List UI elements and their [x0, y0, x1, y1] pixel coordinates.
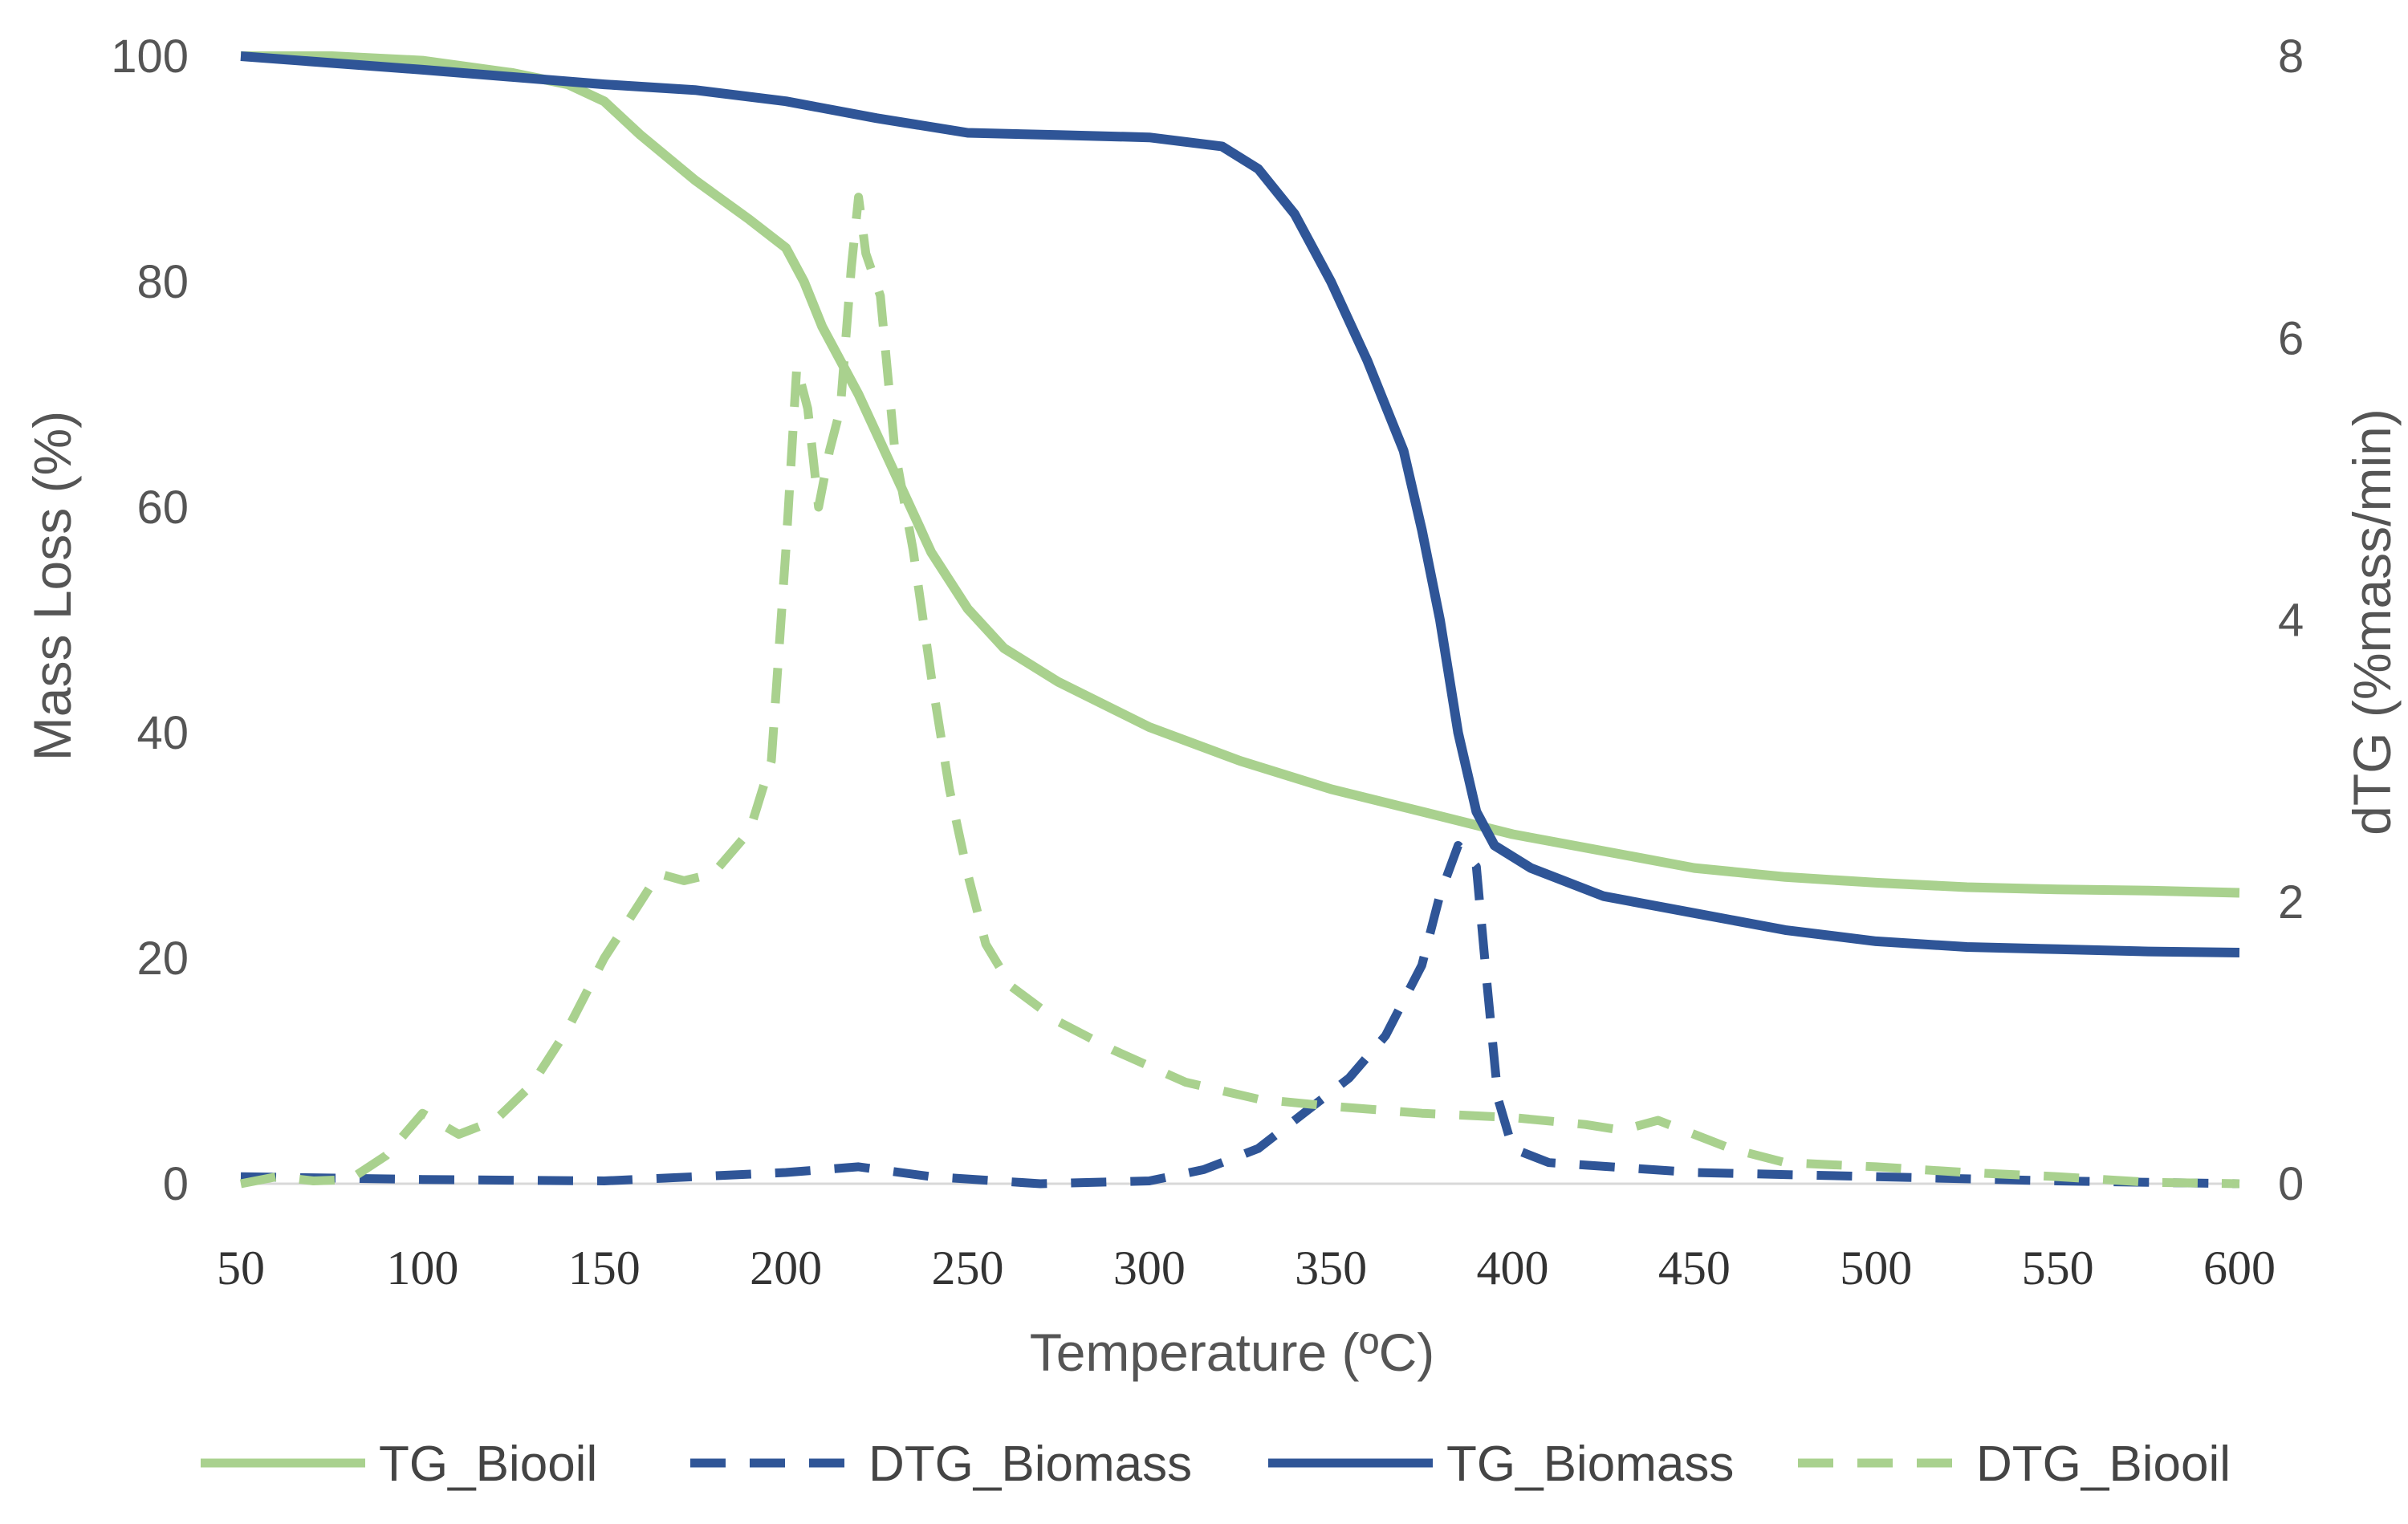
- legend-label: DTG_Biooil: [1976, 1437, 2231, 1492]
- series-line-dtg-biomass: [240, 841, 2240, 1189]
- x-tick-label: 300: [1113, 1242, 1186, 1294]
- x-tick-label: 100: [386, 1242, 458, 1294]
- x-tick-label: 250: [931, 1242, 1003, 1294]
- y-tick-label: 80: [136, 256, 189, 308]
- x-tick-label: 350: [1295, 1242, 1367, 1294]
- y-tick-label: 100: [111, 30, 189, 83]
- y-axis-title: Mass Loss (%): [22, 411, 82, 761]
- y-tick-label: 40: [136, 707, 189, 759]
- x-tick-label: 450: [1658, 1242, 1731, 1294]
- y-tick-label: 60: [136, 482, 189, 534]
- legend: TG_Biooil DTG_Biomass TG_Biomass DTG_Biooil: [201, 1437, 2231, 1492]
- y2-tick-label: 6: [2278, 312, 2304, 364]
- y-tick-label: 0: [163, 1158, 189, 1210]
- y-tick-label: 20: [136, 933, 189, 985]
- x-axis-title: Temperature (ºC): [1030, 1323, 1435, 1382]
- x-tick-label: 550: [2022, 1242, 2094, 1294]
- series-line-tg-biomass: [240, 51, 2240, 957]
- series-line-dtg-biooil: [239, 193, 2240, 1189]
- legend-label: TG_Biooil: [379, 1437, 597, 1492]
- legend-label: TG_Biomass: [1446, 1437, 1734, 1492]
- x-tick-label: 500: [1840, 1242, 1912, 1294]
- x-tick-label: 50: [217, 1242, 265, 1294]
- legend-label: DTG_Biomass: [868, 1437, 1192, 1492]
- x-axis-ticks: 50 100 150 200 250 300 350 400 450 500 550 600: [217, 1242, 2276, 1294]
- y2-axis-title: dTG (%mass/min): [2342, 408, 2402, 835]
- series-line-tg-biooil: [241, 51, 2240, 898]
- x-tick-label: 400: [1477, 1242, 1549, 1294]
- y-axis-ticks: 0 20 40 60 80 100: [111, 30, 189, 1210]
- y2-tick-label: 2: [2278, 876, 2304, 929]
- plot-area: [239, 51, 2240, 1189]
- y2-axis-ticks: 0 2 4 6 8: [2278, 30, 2304, 1210]
- y2-tick-label: 4: [2278, 595, 2304, 647]
- x-tick-label: 150: [568, 1242, 641, 1294]
- y2-tick-label: 8: [2278, 30, 2304, 83]
- x-tick-label: 200: [750, 1242, 822, 1294]
- x-tick-label: 600: [2203, 1242, 2276, 1294]
- y2-tick-label: 0: [2278, 1158, 2304, 1210]
